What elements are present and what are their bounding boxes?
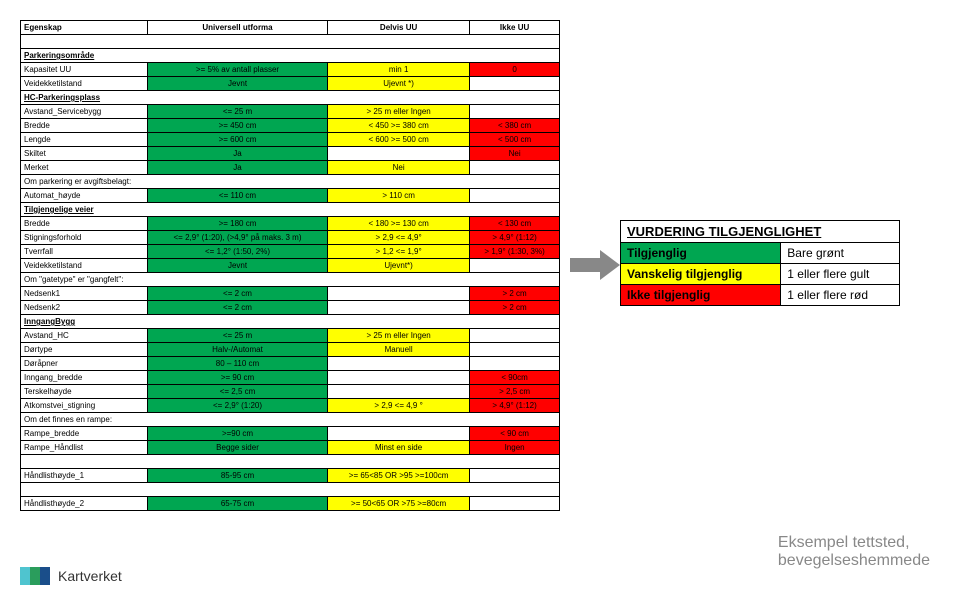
section-hc-parking: HC-Parkeringsplass bbox=[21, 91, 560, 105]
table-row: Bredde>= 180 cm< 180 >= 130 cm< 130 cm bbox=[21, 217, 560, 231]
table-row: Håndlisthøyde_185-95 cm>= 65<85 OR >95 >… bbox=[21, 469, 560, 483]
footer: Kartverket bbox=[20, 567, 122, 585]
table-row: Automat_høyde<= 110 cm> 110 cm bbox=[21, 189, 560, 203]
table-row: VeidekketilstandJevntUjevnt*) bbox=[21, 259, 560, 273]
table-row: Terskelhøyde<= 2,5 cm> 2,5 cm bbox=[21, 385, 560, 399]
table-row: DørtypeHalv-/AutomatManuell bbox=[21, 343, 560, 357]
table-row: Rampe_HåndlistBegge siderMinst en sideIn… bbox=[21, 441, 560, 455]
legend-key: Vanskelig tilgjenglig bbox=[621, 264, 781, 285]
table-row: Tverrfall<= 1,2° (1:50, 2%)> 1,2 <= 1,9°… bbox=[21, 245, 560, 259]
table-row: Avstand_Servicebygg<= 25 m> 25 m eller I… bbox=[21, 105, 560, 119]
header-uu: Universell utforma bbox=[148, 21, 328, 35]
header-property: Egenskap bbox=[21, 21, 148, 35]
kartverket-logo-icon bbox=[20, 567, 50, 585]
table-row: Nedsenk2<= 2 cm> 2 cm bbox=[21, 301, 560, 315]
table-row: Atkomstvei_stigning<= 2,9° (1:20)> 2,9 <… bbox=[21, 399, 560, 413]
legend-box: VURDERING TILGJENGLIGHET TilgjengligBare… bbox=[620, 220, 900, 306]
table-row: Stigningsforhold<= 2,9° (1:20), (>4,9° p… bbox=[21, 231, 560, 245]
header-not: Ikke UU bbox=[470, 21, 560, 35]
legend-key: Tilgjenglig bbox=[621, 243, 781, 264]
header-partial: Delvis UU bbox=[328, 21, 470, 35]
table-row: VeidekketilstandJevntUjevnt *) bbox=[21, 77, 560, 91]
table-row: Bredde>= 450 cm< 450 >= 380 cm< 380 cm bbox=[21, 119, 560, 133]
brand-text: Kartverket bbox=[58, 568, 122, 584]
table-row: Om det finnes en rampe: bbox=[21, 413, 560, 427]
table-row: Lengde>= 600 cm< 600 >= 500 cm< 500 cm bbox=[21, 133, 560, 147]
criteria-table: Egenskap Universell utforma Delvis UU Ik… bbox=[20, 20, 560, 511]
legend-key: Ikke tilgjenglig bbox=[621, 285, 781, 306]
caption: Eksempel tettsted, bevegelseshemmede bbox=[778, 534, 930, 570]
table-row: Døråpner80 – 110 cm bbox=[21, 357, 560, 371]
arrow-icon bbox=[570, 250, 620, 282]
table-row: Nedsenk1<= 2 cm> 2 cm bbox=[21, 287, 560, 301]
table-row: Om "gatetype" er "gangfelt": bbox=[21, 273, 560, 287]
table-row: Rampe_bredde>=90 cm< 90 cm bbox=[21, 427, 560, 441]
table-row: SkiltetJaNei bbox=[21, 147, 560, 161]
section-paths: Tilgjengelige veier bbox=[21, 203, 560, 217]
table-row: Om parkering er avgiftsbelagt: bbox=[21, 175, 560, 189]
table-row: MerketJaNei bbox=[21, 161, 560, 175]
section-parking: Parkeringsområde bbox=[21, 49, 560, 63]
section-entrance: InngangBygg bbox=[21, 315, 560, 329]
table-row: Kapasitet UU>= 5% av antall plassermin 1… bbox=[21, 63, 560, 77]
table-row: Inngang_bredde>= 90 cm< 90cm bbox=[21, 371, 560, 385]
table-row: Avstand_HC<= 25 m> 25 m eller Ingen bbox=[21, 329, 560, 343]
table-row: Håndlisthøyde_265-75 cm>= 50<65 OR >75 >… bbox=[21, 497, 560, 511]
legend-title: VURDERING TILGJENGLIGHET bbox=[621, 221, 900, 243]
